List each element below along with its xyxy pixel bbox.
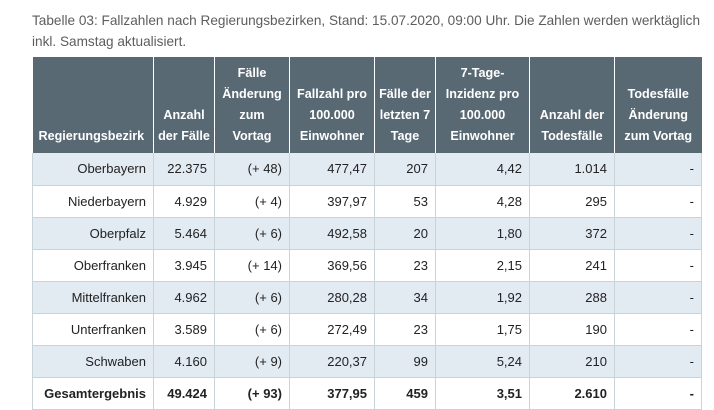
cell-todesfaelle-aenderung: - <box>614 217 702 250</box>
cell-fallzahl-pro-100000: 477,47 <box>289 153 375 186</box>
cell-fallzahl-pro-100000: 272,49 <box>289 313 375 346</box>
total-label: Gesamtergebnis <box>32 377 154 410</box>
cell-faelle-letzte-7-tage: 53 <box>374 185 436 218</box>
cell-regierungsbezirk: Unterfranken <box>32 313 154 346</box>
table-row: Oberbayern 22.375 (+ 48) 477,47 207 4,42… <box>32 153 702 186</box>
column-header-anzahl-todesfaelle: Anzahl der Todesfälle <box>529 57 615 153</box>
total-todesfaelle-aenderung: - <box>614 377 702 410</box>
total-anzahl-faelle: 49.424 <box>153 377 215 410</box>
cell-7-tage-inzidenz: 1,75 <box>435 313 530 346</box>
cell-7-tage-inzidenz: 1,92 <box>435 281 530 314</box>
cell-fallzahl-pro-100000: 280,28 <box>289 281 375 314</box>
column-header-faelle-letzte-7-tage: Fälle der letzten 7 Tage <box>374 57 436 153</box>
cell-fallzahl-pro-100000: 369,56 <box>289 249 375 282</box>
cell-7-tage-inzidenz: 1,80 <box>435 217 530 250</box>
cell-regierungsbezirk: Mittelfranken <box>32 281 154 314</box>
column-header-faelle-aenderung: Fälle Änderung zum Vortag <box>214 57 290 153</box>
cell-faelle-letzte-7-tage: 20 <box>374 217 436 250</box>
column-header-todesfaelle-aenderung: Todesfälle Änderung zum Vortag <box>614 57 702 153</box>
cell-fallzahl-pro-100000: 220,37 <box>289 345 375 378</box>
cell-anzahl-faelle: 4.160 <box>153 345 215 378</box>
column-header-anzahl-faelle: Anzahl der Fälle <box>153 57 215 153</box>
cell-anzahl-faelle: 22.375 <box>153 153 215 186</box>
cell-regierungsbezirk: Schwaben <box>32 345 154 378</box>
column-header-7-tage-inzidenz: 7-Tage-Inzidenz pro 100.000 Einwohner <box>435 57 530 153</box>
cell-todesfaelle-aenderung: - <box>614 313 702 346</box>
cell-faelle-aenderung: (+ 4) <box>214 185 290 218</box>
cell-anzahl-todesfaelle: 190 <box>529 313 615 346</box>
cell-faelle-letzte-7-tage: 34 <box>374 281 436 314</box>
cell-faelle-aenderung: (+ 48) <box>214 153 290 186</box>
total-fallzahl-pro-100000: 377,95 <box>289 377 375 410</box>
cell-anzahl-faelle: 3.945 <box>153 249 215 282</box>
cell-faelle-letzte-7-tage: 99 <box>374 345 436 378</box>
cell-faelle-aenderung: (+ 6) <box>214 313 290 346</box>
cell-faelle-letzte-7-tage: 23 <box>374 249 436 282</box>
cell-faelle-aenderung: (+ 9) <box>214 345 290 378</box>
cell-7-tage-inzidenz: 4,28 <box>435 185 530 218</box>
cell-anzahl-todesfaelle: 372 <box>529 217 615 250</box>
table-caption: Tabelle 03: Fallzahlen nach Regierungsbe… <box>32 13 701 49</box>
cell-fallzahl-pro-100000: 492,58 <box>289 217 375 250</box>
cell-anzahl-faelle: 4.929 <box>153 185 215 218</box>
cell-faelle-letzte-7-tage: 23 <box>374 313 436 346</box>
total-faelle-letzte-7-tage: 459 <box>374 377 436 410</box>
cell-regierungsbezirk: Oberpfalz <box>32 217 154 250</box>
cell-todesfaelle-aenderung: - <box>614 281 702 314</box>
cell-7-tage-inzidenz: 4,42 <box>435 153 530 186</box>
cell-todesfaelle-aenderung: - <box>614 185 702 218</box>
total-faelle-aenderung: (+ 93) <box>214 377 290 410</box>
table-row: Oberpfalz 5.464 (+ 6) 492,58 20 1,80 372… <box>32 217 702 250</box>
total-anzahl-todesfaelle: 2.610 <box>529 377 615 410</box>
cell-faelle-aenderung: (+ 6) <box>214 281 290 314</box>
cell-anzahl-todesfaelle: 210 <box>529 345 615 378</box>
cell-regierungsbezirk: Oberbayern <box>32 153 154 186</box>
total-7-tage-inzidenz: 3,51 <box>435 377 530 410</box>
table-row: Unterfranken 3.589 (+ 6) 272,49 23 1,75 … <box>32 313 702 346</box>
header-row: Regierungsbezirk Anzahl der Fälle Fälle … <box>32 57 702 153</box>
cell-anzahl-faelle: 4.962 <box>153 281 215 314</box>
cell-anzahl-faelle: 5.464 <box>153 217 215 250</box>
cell-7-tage-inzidenz: 5,24 <box>435 345 530 378</box>
cell-7-tage-inzidenz: 2,15 <box>435 249 530 282</box>
cell-anzahl-todesfaelle: 1.014 <box>529 153 615 186</box>
cell-anzahl-todesfaelle: 288 <box>529 281 615 314</box>
cell-anzahl-faelle: 3.589 <box>153 313 215 346</box>
cell-todesfaelle-aenderung: - <box>614 345 702 378</box>
table-row: Oberfranken 3.945 (+ 14) 369,56 23 2,15 … <box>32 249 702 282</box>
table-row: Mittelfranken 4.962 (+ 6) 280,28 34 1,92… <box>32 281 702 314</box>
cell-todesfaelle-aenderung: - <box>614 153 702 186</box>
column-header-regierungsbezirk: Regierungsbezirk <box>32 57 154 153</box>
cell-todesfaelle-aenderung: - <box>614 249 702 282</box>
cell-faelle-letzte-7-tage: 207 <box>374 153 436 186</box>
table-row: Niederbayern 4.929 (+ 4) 397,97 53 4,28 … <box>32 185 702 218</box>
cell-regierungsbezirk: Niederbayern <box>32 185 154 218</box>
table-row: Schwaben 4.160 (+ 9) 220,37 99 5,24 210 … <box>32 345 702 378</box>
column-header-fallzahl-pro-100000: Fallzahl pro 100.000 Einwohner <box>289 57 375 153</box>
cell-anzahl-todesfaelle: 241 <box>529 249 615 282</box>
cell-faelle-aenderung: (+ 14) <box>214 249 290 282</box>
table-total-row: Gesamtergebnis 49.424 (+ 93) 377,95 459 … <box>32 377 702 410</box>
cell-regierungsbezirk: Oberfranken <box>32 249 154 282</box>
cell-anzahl-todesfaelle: 295 <box>529 185 615 218</box>
cell-fallzahl-pro-100000: 397,97 <box>289 185 375 218</box>
case-numbers-table: Regierungsbezirk Anzahl der Fälle Fälle … <box>32 57 702 410</box>
cell-faelle-aenderung: (+ 6) <box>214 217 290 250</box>
